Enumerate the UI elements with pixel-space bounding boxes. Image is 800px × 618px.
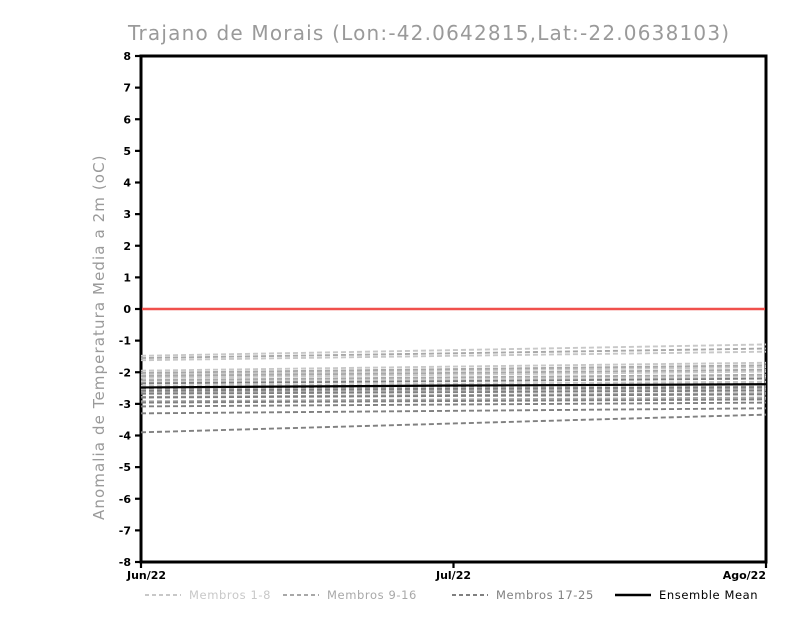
legend-label: Membros 9-16 — [327, 588, 417, 602]
y-tick-label: -4 — [119, 430, 132, 443]
x-tick-label: Ago/22 — [723, 569, 766, 582]
member-line — [140, 398, 767, 404]
y-tick-label: 2 — [123, 240, 131, 253]
member-line — [140, 373, 767, 382]
member-line — [140, 401, 767, 408]
member-line — [140, 368, 767, 377]
y-tick-label: 1 — [123, 271, 131, 284]
y-axis-label: Anomalia de Temperatura Media a 2m (oC) — [90, 154, 108, 520]
member-line — [140, 361, 767, 372]
member-line — [140, 375, 767, 383]
member-line — [140, 396, 767, 403]
x-tick-label: Jun/22 — [126, 569, 166, 582]
y-tick-label: 8 — [123, 50, 131, 63]
y-tick-label: 6 — [123, 113, 131, 126]
member-line — [140, 343, 767, 357]
legend-label: Membros 1-8 — [189, 588, 271, 602]
ensemble-mean-line — [140, 383, 767, 389]
member-line — [140, 377, 767, 385]
member-line — [140, 366, 767, 376]
y-tick-label: 7 — [123, 82, 131, 95]
y-tick-label: -5 — [119, 461, 131, 474]
member-line — [140, 407, 767, 415]
y-tick-label: -6 — [119, 493, 132, 506]
chart-title: Trajano de Morais (Lon:-42.0642815,Lat:-… — [127, 21, 730, 45]
member-line — [140, 387, 767, 393]
member-line — [140, 393, 767, 399]
y-tick-label: -2 — [119, 366, 131, 379]
member-line — [140, 389, 767, 395]
legend-label: Ensemble Mean — [659, 588, 758, 602]
y-tick-label: 3 — [123, 208, 131, 221]
y-tick-label: -7 — [119, 524, 131, 537]
member-line — [140, 347, 767, 359]
member-line — [140, 386, 767, 392]
member-line — [140, 364, 767, 374]
y-tick-label: 5 — [123, 145, 131, 158]
member-line — [140, 380, 767, 387]
y-tick-label: 0 — [123, 303, 131, 316]
y-tick-label: 4 — [123, 177, 131, 190]
y-tick-label: -3 — [119, 398, 131, 411]
legend-label: Membros 17-25 — [496, 588, 594, 602]
member-line — [140, 413, 767, 434]
y-tick-label: -8 — [119, 556, 131, 569]
x-tick-label: Jul/22 — [435, 569, 471, 582]
member-line — [140, 350, 767, 362]
y-tick-label: -1 — [119, 335, 131, 348]
member-line — [140, 370, 767, 379]
